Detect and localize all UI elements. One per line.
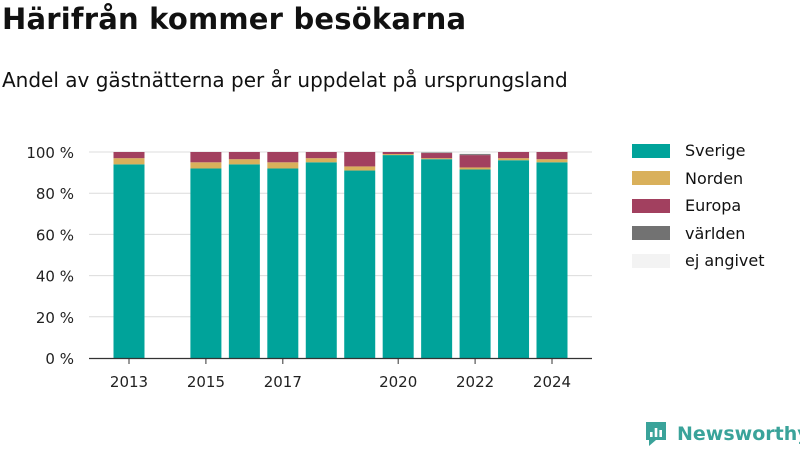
bar-segment	[382, 154, 414, 156]
y-tick-label: 0 %	[45, 350, 74, 368]
bar-segment	[344, 170, 376, 358]
legend-label: ej angivet	[685, 251, 765, 271]
bar-segment	[113, 152, 145, 159]
y-tick-label: 100 %	[26, 144, 74, 162]
x-tick-label: 2017	[264, 373, 302, 391]
x-tick-label: 2024	[533, 373, 571, 391]
bar-segment	[228, 159, 260, 165]
chart-subtitle: Andel av gästnätterna per år uppdelat på…	[2, 68, 568, 92]
bar-segment	[305, 158, 337, 163]
legend-swatch	[632, 198, 670, 213]
bar-segment	[267, 152, 299, 163]
chart-title: Härifrån kommer besökarna	[2, 2, 467, 36]
bar-segment	[421, 152, 453, 154]
bar-segment	[382, 155, 414, 358]
legend-label: Norden	[685, 168, 744, 188]
bar-segment	[421, 158, 453, 160]
bar-segment	[421, 153, 453, 159]
bar-segment	[267, 162, 299, 169]
bar-segment	[536, 162, 568, 358]
y-tick-label: 60 %	[36, 226, 74, 244]
legend-swatch	[632, 226, 670, 241]
bar-segment	[267, 168, 299, 358]
bar-segment	[113, 158, 145, 165]
bar-segment	[228, 152, 260, 160]
bar-segment	[228, 164, 260, 358]
legend-item-norden[interactable]: Norden	[632, 165, 765, 193]
brand-logo[interactable]: Newsworthy	[644, 420, 800, 448]
newsworthy-logo-icon	[646, 422, 666, 446]
legend-swatch	[632, 143, 670, 158]
bar-segment	[382, 152, 414, 155]
legend-item-varlden[interactable]: världen	[632, 220, 765, 248]
legend-item-sverige[interactable]: Sverige	[632, 137, 765, 165]
bar-segment	[421, 159, 453, 358]
bar-segment	[459, 154, 491, 156]
legend-swatch	[632, 171, 670, 186]
bar-segment	[536, 152, 568, 160]
y-tick-label: 80 %	[36, 185, 74, 203]
bar-segment	[459, 167, 491, 170]
bar-segment	[305, 152, 337, 159]
legend-item-ej-angivet[interactable]: ej angivet	[632, 247, 765, 275]
bar-segment	[459, 155, 491, 168]
brand-name: Newsworthy	[677, 423, 800, 445]
y-tick-label: 40 %	[36, 268, 74, 286]
x-tick-label: 2022	[456, 373, 494, 391]
bar-segment	[498, 158, 530, 161]
legend-label: världen	[685, 223, 746, 243]
bar-segment	[190, 162, 222, 169]
x-tick-label: 2015	[187, 373, 225, 391]
legend-label: Sverige	[685, 141, 746, 161]
bar-segment	[498, 160, 530, 358]
bar-segment	[305, 162, 337, 358]
chart-legend: Sverige Norden Europa världen ej angivet	[632, 137, 765, 275]
bar-segment	[190, 168, 222, 358]
legend-item-europa[interactable]: Europa	[632, 192, 765, 220]
x-tick-label: 2020	[379, 373, 417, 391]
legend-swatch	[632, 253, 670, 268]
y-tick-label: 20 %	[36, 309, 74, 327]
bar-segment	[498, 152, 530, 159]
x-tick-label: 2013	[110, 373, 148, 391]
legend-label: Europa	[685, 196, 742, 216]
bar-segment	[344, 152, 376, 167]
bar-segment	[459, 152, 491, 155]
bar-segment	[344, 166, 376, 171]
bar-segment	[113, 164, 145, 358]
bar-segment	[536, 159, 568, 163]
bar-segment	[190, 152, 222, 163]
bar-segment	[459, 169, 491, 358]
